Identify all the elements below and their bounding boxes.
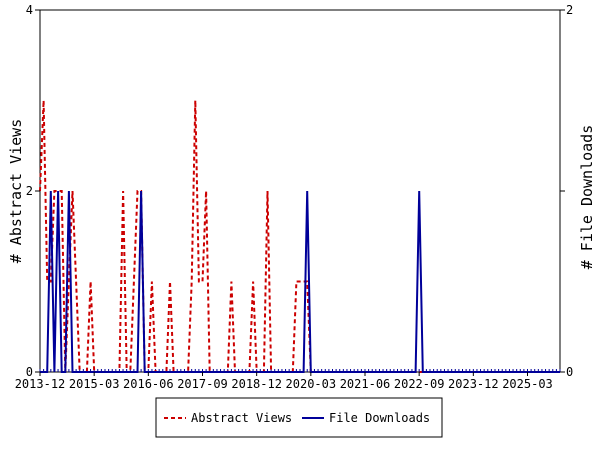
legend-label-abstract-views: Abstract Views [191, 411, 292, 425]
x-axis-tick-label: 2025-03 [502, 377, 553, 391]
legend-box [155, 397, 443, 438]
left-axis-tick-label: 4 [26, 3, 33, 17]
right-axis: 02 [560, 3, 573, 379]
left-axis: 0 2 4 [26, 3, 40, 379]
x-axis-tick-label: 2020-03 [286, 377, 337, 391]
left-axis-title: # Abstract Views [7, 119, 25, 264]
left-axis-tick-label: 0 [26, 365, 33, 379]
x-axis-tick-label: 2013-12 [15, 377, 66, 391]
x-axis-tick-label: 2022-09 [394, 377, 445, 391]
x-axis-tick-label: 2015-03 [69, 377, 120, 391]
x-axis-tick-label: 2017-09 [177, 377, 228, 391]
x-axis: 2013-12 2015-03 2016-06 2017-09 2018-12 2020-… [15, 372, 553, 391]
right-axis-tick-label: 2 [566, 3, 573, 17]
plot-area [39, 9, 561, 373]
x-axis-tick-label: 2021-06 [340, 377, 391, 391]
legend: Abstract Views File Downloads [155, 397, 443, 438]
left-axis-tick-label: 2 [26, 184, 33, 198]
x-axis-tick-label: 2018-12 [231, 377, 282, 391]
right-axis-title: # File Downloads [578, 125, 596, 270]
legend-label-file-downloads: File Downloads [329, 411, 430, 425]
x-axis-tick-label: 2023-12 [448, 377, 499, 391]
x-axis-tick-label: 2016-06 [123, 377, 174, 391]
right-axis-tick-label: 0 [566, 365, 573, 379]
